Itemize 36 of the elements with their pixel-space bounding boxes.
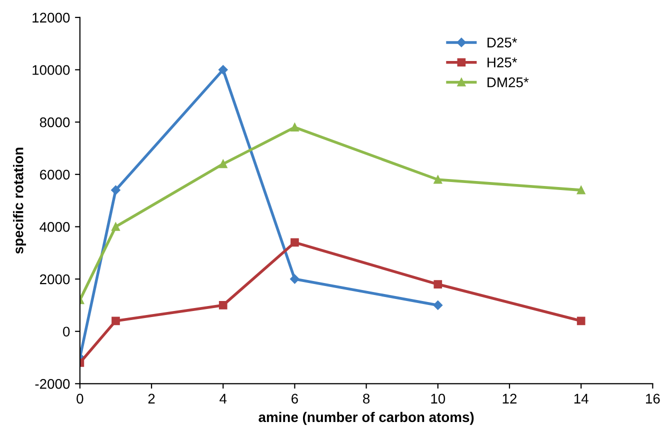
y-tick-label: 12000: [32, 12, 70, 23]
x-tick-label: 6: [292, 394, 298, 404]
x-tick-label: 8: [363, 394, 370, 404]
point: [434, 175, 442, 184]
y-tick-label: 10000: [32, 65, 70, 75]
point: [111, 185, 120, 195]
x-tick-label: 10: [431, 394, 446, 404]
y-tick-label: 6000: [40, 170, 70, 180]
y-tick-label: 0: [63, 326, 70, 337]
point: [112, 316, 120, 326]
x-tick-label: 12: [502, 394, 517, 404]
point: [434, 280, 442, 288]
legend-label: H25*: [488, 58, 518, 68]
point: [290, 238, 299, 247]
y-tick-label: 2000: [40, 274, 70, 284]
x-tick-label: 0: [76, 394, 84, 404]
y-tick-label: -2000: [35, 379, 70, 389]
x-tick-label: 4: [220, 394, 227, 404]
point: [218, 65, 228, 74]
x-tick-label: 14: [574, 394, 588, 404]
x-tick-label: 2: [148, 394, 155, 404]
legend-label: DM25*: [488, 77, 529, 88]
point: [576, 316, 586, 326]
y-axis-title: specific rotation: [13, 148, 26, 254]
point: [290, 274, 300, 284]
point: [576, 186, 586, 194]
point: [290, 123, 299, 132]
point: [433, 300, 443, 310]
x-axis-title: amine (number of carbon atoms): [258, 412, 474, 425]
point: [112, 222, 120, 231]
y-tick-label: 8000: [40, 117, 70, 128]
point: [218, 160, 228, 168]
y-tick-label: 4000: [40, 222, 70, 232]
x-tick-label: 16: [646, 394, 660, 404]
point: [218, 301, 228, 310]
legend-label: D25*: [488, 38, 518, 48]
